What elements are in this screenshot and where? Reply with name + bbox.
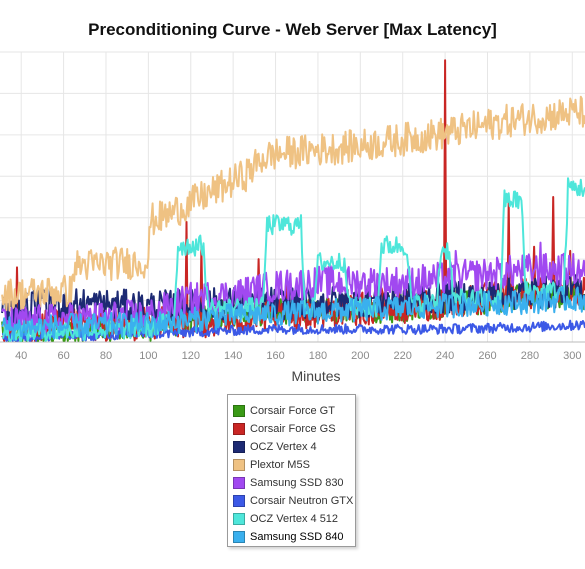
x-tick-label: 260: [478, 350, 496, 362]
x-tick-label: 80: [100, 350, 112, 362]
legend-label: Corsair Force GS: [250, 423, 336, 435]
legend-item[interactable]: Plextor M5S: [233, 456, 355, 474]
legend-label: Samsung SSD 830: [250, 477, 344, 489]
x-tick-label: 120: [182, 350, 200, 362]
legend-label: OCZ Vertex 4 512: [250, 513, 339, 525]
x-tick-label: 180: [309, 350, 327, 362]
legend-label: OCZ Vertex 4: [250, 441, 317, 453]
legend-swatch: [233, 513, 245, 525]
x-tick-label: 220: [394, 350, 412, 362]
series-line-3: [1, 95, 585, 312]
legend-label: Samsung SSD 840: [250, 531, 344, 543]
series-line-7: [1, 286, 585, 342]
x-tick-label: 300: [563, 350, 581, 362]
x-tick-label: 60: [57, 350, 69, 362]
series-layer: [1, 59, 585, 342]
legend-swatch: [233, 423, 245, 435]
x-axis-ticks: 40 60 80 100 120 140 160 180 200 220 240 260 280 300: [15, 350, 581, 362]
legend-item[interactable]: OCZ Vertex 4: [233, 438, 355, 456]
x-tick-label: 280: [521, 350, 539, 362]
legend-item[interactable]: Samsung SSD 840: [233, 528, 355, 546]
legend-swatch: [233, 531, 245, 543]
series-line-4: [1, 241, 585, 337]
legend-label: Plextor M5S: [250, 459, 310, 471]
legend-item[interactable]: Samsung SSD 830: [233, 474, 355, 492]
x-tick-label: 200: [351, 350, 369, 362]
legend-label: Corsair Neutron GTX: [250, 495, 354, 507]
legend-label: Corsair Force GT: [250, 405, 335, 417]
legend-swatch: [233, 441, 245, 453]
legend: Corsair Force GT Corsair Force GS OCZ Vert…: [227, 394, 356, 547]
legend-item[interactable]: OCZ Vertex 4 512: [233, 510, 355, 528]
legend-swatch: [233, 495, 245, 507]
x-tick-label: 160: [266, 350, 284, 362]
x-tick-label: 140: [224, 350, 242, 362]
legend-item[interactable]: Corsair Neutron GTX: [233, 492, 355, 510]
x-tick-label: 240: [436, 350, 454, 362]
legend-swatch: [233, 405, 245, 417]
legend-swatch: [233, 459, 245, 471]
x-axis-title: Minutes: [291, 368, 341, 384]
legend-item[interactable]: Corsair Force GS: [233, 420, 355, 438]
legend-swatch: [233, 477, 245, 489]
legend-item[interactable]: Corsair Force GT: [233, 402, 355, 420]
chart-title: Preconditioning Curve - Web Server [Max …: [88, 20, 497, 39]
x-tick-label: 40: [15, 350, 27, 362]
x-tick-label: 100: [139, 350, 157, 362]
